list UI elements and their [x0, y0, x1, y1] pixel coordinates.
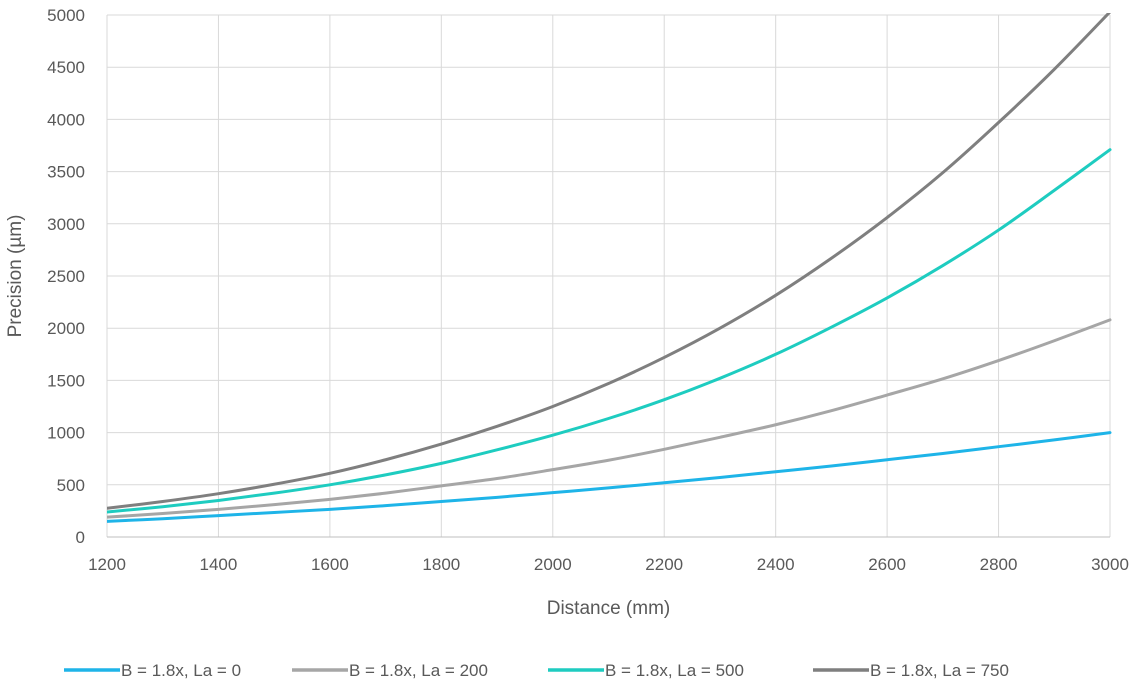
y-tick-label: 3500 [47, 163, 85, 182]
series-line-1 [107, 431, 1112, 523]
x-tick-label: 1200 [88, 555, 126, 574]
y-axis-title: Precision (µm) [5, 215, 26, 338]
x-tick-label: 1600 [311, 555, 349, 574]
x-tick-label: 3000 [1091, 555, 1129, 574]
y-tick-label: 3000 [47, 215, 85, 234]
y-tick-label: 4000 [47, 110, 85, 129]
legend-label: B = 1.8x, La = 750 [870, 661, 1009, 680]
y-tick-label: 1500 [47, 371, 85, 390]
x-tick-label: 1400 [200, 555, 238, 574]
grid [106, 14, 1111, 538]
y-tick-label: 0 [76, 528, 85, 547]
legend-label: B = 1.8x, La = 200 [349, 661, 488, 680]
series-lines [107, 13, 1112, 523]
x-tick-label: 1800 [422, 555, 460, 574]
x-axis-title: Distance (mm) [547, 598, 671, 619]
legend-label: B = 1.8x, La = 0 [121, 661, 241, 680]
y-tick-label: 500 [57, 476, 85, 495]
y-tick-label: 1000 [47, 424, 85, 443]
y-tick-label: 2000 [47, 319, 85, 338]
x-tick-label: 2200 [645, 555, 683, 574]
y-tick-label: 5000 [47, 6, 85, 25]
x-tick-label: 2400 [757, 555, 795, 574]
x-tick-label: 2000 [534, 555, 572, 574]
y-tick-label: 4500 [47, 58, 85, 77]
x-tick-label: 2600 [868, 555, 906, 574]
series-line-4 [107, 13, 1111, 510]
tick-labels: 0 500 1000 1500 2000 2500 3000 3500 4000 4500 5000… [47, 6, 1129, 574]
series-line-2 [107, 318, 1112, 519]
series-line-3 [107, 148, 1112, 514]
legend-label: B = 1.8x, La = 500 [605, 661, 744, 680]
legend: B = 1.8x, La = 0 B = 1.8x, La = 200 B = 1.… [64, 661, 1009, 680]
y-tick-label: 2500 [47, 267, 85, 286]
x-tick-label: 2800 [980, 555, 1018, 574]
